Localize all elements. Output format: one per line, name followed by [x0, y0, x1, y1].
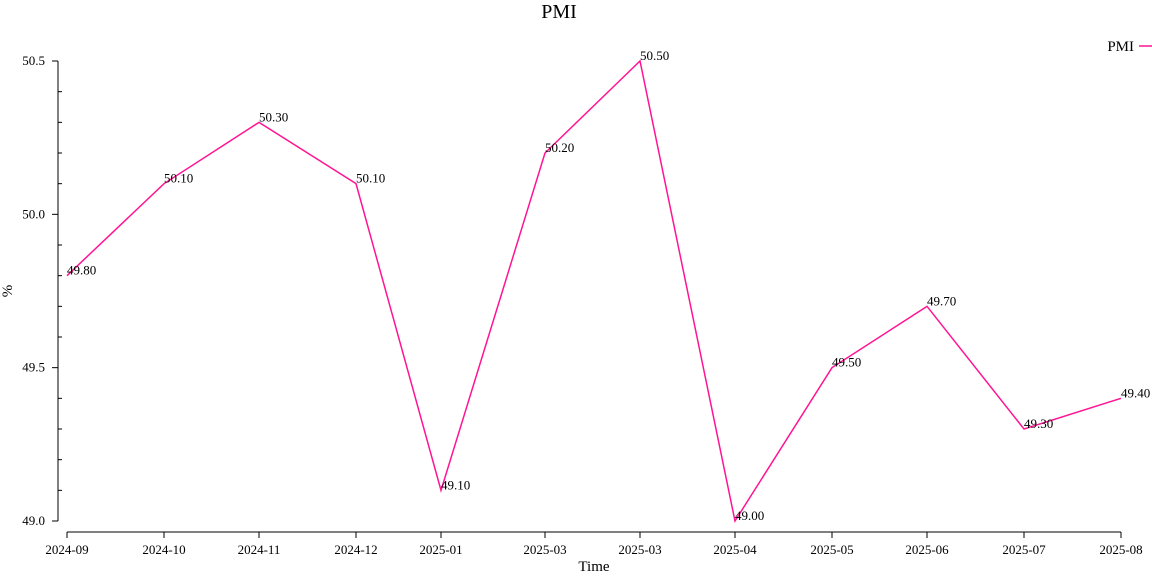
data-label: 49.30 [1024, 416, 1053, 431]
x-tick-label: 2025-05 [810, 542, 853, 557]
y-tick-label: 50.5 [22, 53, 45, 68]
series-line-pmi [66, 59, 1122, 523]
x-tick-label: 2024-09 [45, 542, 88, 557]
data-label: 50.50 [640, 48, 669, 63]
data-label: 50.10 [356, 171, 385, 186]
chart-title: PMI [541, 1, 577, 23]
x-tick-label: 2025-07 [1002, 542, 1046, 557]
x-axis-ticks: 2024-09 2024-10 2024-11 2024-12 2025-01 2025-… [45, 532, 1143, 557]
x-tick-label: 2024-11 [238, 542, 281, 557]
x-axis-title: Time [578, 559, 609, 575]
series-layer [66, 59, 1122, 523]
data-label: 49.40 [1121, 385, 1150, 400]
x-tick-label: 2025-06 [905, 542, 949, 557]
x-tick-label: 2024-12 [334, 542, 377, 557]
x-tick-label: 2025-08 [1099, 542, 1142, 557]
y-tick-label: 50.0 [22, 206, 45, 221]
x-tick-label: 2025-03 [523, 542, 566, 557]
data-labels: 49.80 50.10 50.30 50.10 49.10 50.20 50.50 49.00… [67, 48, 1150, 523]
data-label: 49.50 [832, 355, 861, 370]
y-tick-label: 49.5 [22, 360, 45, 375]
x-tick-label: 2025-01 [419, 542, 462, 557]
x-tick-label: 2025-03 [618, 542, 661, 557]
x-tick-label: 2025-04 [713, 542, 757, 557]
y-axis-title: % [0, 285, 16, 298]
legend-label: PMI [1107, 39, 1134, 55]
data-label: 50.10 [164, 171, 193, 186]
data-label: 49.70 [927, 293, 956, 308]
data-label: 49.10 [441, 477, 470, 492]
x-tick-label: 2024-10 [142, 542, 185, 557]
data-label: 49.80 [67, 263, 96, 278]
data-label: 49.00 [735, 508, 764, 523]
data-label: 50.30 [259, 109, 288, 124]
data-label: 50.20 [545, 140, 574, 155]
legend: PMI [1107, 39, 1152, 55]
y-tick-label: 49.0 [22, 513, 45, 528]
y-axis-ticks: 49.0 49.5 50.0 50.5 [22, 53, 62, 528]
